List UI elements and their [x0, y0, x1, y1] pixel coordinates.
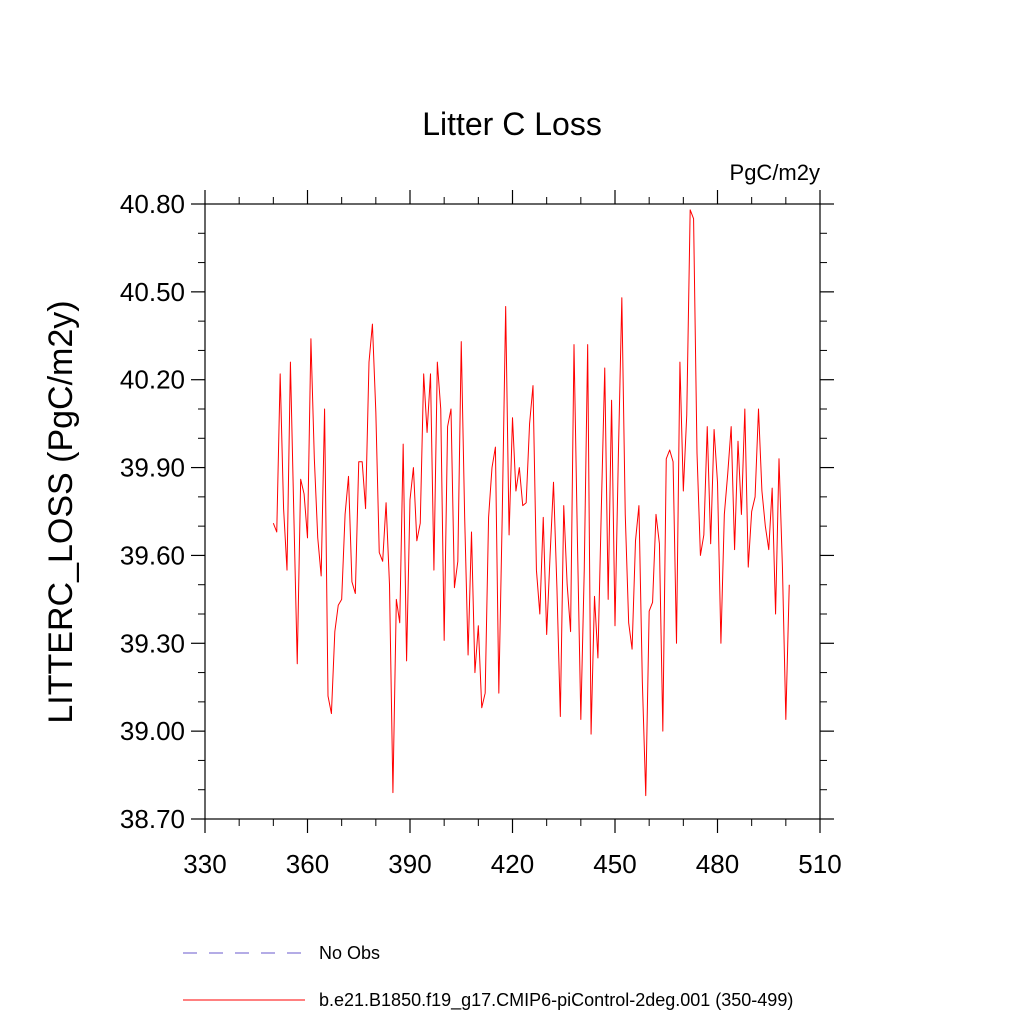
x-tick-label: 480 — [696, 849, 739, 879]
y-tick-label: 40.50 — [120, 277, 185, 307]
x-tick-label: 360 — [286, 849, 329, 879]
plot-frame — [204, 203, 821, 820]
legend: No Obs b.e21.B1850.f19_g17.CMIP6-piContro… — [183, 943, 793, 1011]
series-line-0 — [272, 209, 790, 797]
y-axis-label: LITTERC_LOSS (PgC/m2y) — [42, 300, 80, 723]
units-label: PgC/m2y — [730, 160, 820, 185]
axes: 330 360 390 420 450 480 510 38.70 39.00 39.30 39.6… — [120, 189, 842, 879]
y-tick-label: 40.20 — [120, 365, 185, 395]
x-tick-label: 420 — [491, 849, 534, 879]
chart-title: Litter C Loss — [422, 106, 602, 142]
series-group — [272, 209, 790, 797]
y-tick-label: 39.00 — [120, 716, 185, 746]
y-tick-label: 38.70 — [120, 804, 185, 834]
legend-label-1: b.e21.B1850.f19_g17.CMIP6-piControl-2deg… — [319, 990, 793, 1011]
x-tick-label: 510 — [798, 849, 841, 879]
x-tick-label: 330 — [183, 849, 226, 879]
x-tick-label: 450 — [593, 849, 636, 879]
legend-label-0: No Obs — [319, 943, 380, 963]
y-tick-label: 39.30 — [120, 628, 185, 658]
y-tick-label: 39.60 — [120, 540, 185, 570]
y-tick-label: 39.90 — [120, 453, 185, 483]
y-tick-label: 40.80 — [120, 189, 185, 219]
x-tick-label: 390 — [388, 849, 431, 879]
